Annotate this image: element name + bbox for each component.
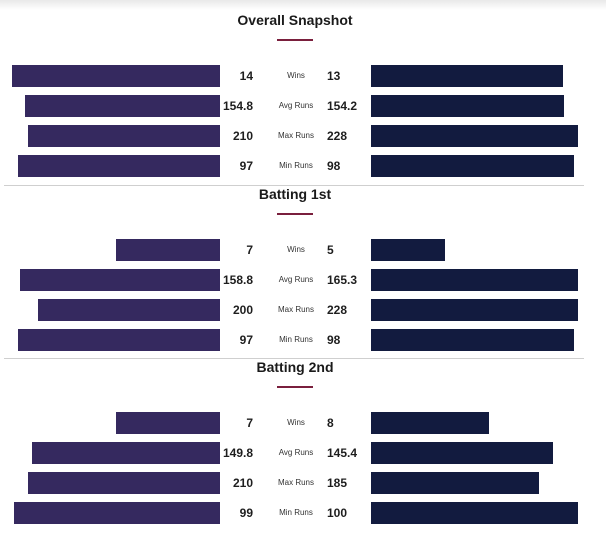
section-title: Overall Snapshot (237, 12, 353, 28)
value-left: 200 (232, 303, 253, 317)
bar-left (14, 502, 220, 524)
value-left: 210 (232, 129, 253, 143)
value-right: 5 (327, 243, 334, 257)
title-underline (277, 386, 313, 388)
bar-right (371, 472, 539, 494)
bar-right (371, 299, 578, 321)
bar-left (32, 442, 220, 464)
metric-row: 200 Max Runs 228 (0, 299, 606, 321)
value-right: 98 (327, 333, 341, 347)
metric-label: Max Runs (277, 305, 314, 314)
value-right: 100 (327, 506, 348, 520)
value-right: 165.3 (327, 273, 358, 287)
value-right: 228 (327, 303, 348, 317)
bar-right (371, 329, 574, 351)
value-left: 7 (246, 416, 253, 430)
value-left: 97 (239, 333, 253, 347)
metric-label: Min Runs (279, 335, 313, 344)
section-3: Batting 2nd 7 Wins 8 149.8 Avg Runs 145.4 210 Ma… (0, 347, 606, 524)
metric-row: 7 Wins 5 (0, 239, 606, 261)
section-2: Batting 1st 7 Wins 5 158.8 Avg Runs 165.3 200 Ma… (0, 174, 606, 351)
title-underline (277, 39, 313, 41)
value-left: 99 (239, 506, 253, 520)
bar-right (371, 95, 564, 117)
section-divider (4, 358, 584, 359)
metric-row: 97 Min Runs 98 (0, 155, 606, 177)
metric-label: Avg Runs (278, 101, 314, 110)
value-left: 7 (246, 243, 253, 257)
value-left: 154.8 (222, 99, 253, 113)
metric-row: 158.8 Avg Runs 165.3 (0, 269, 606, 291)
top-fade (0, 0, 606, 10)
section-title: Batting 1st (258, 186, 332, 202)
value-left: 149.8 (222, 446, 253, 460)
bar-right (371, 269, 578, 291)
bar-right (371, 155, 574, 177)
metric-row: 149.8 Avg Runs 145.4 (0, 442, 606, 464)
bar-left (116, 412, 220, 434)
bar-right (371, 125, 578, 147)
bar-left (12, 65, 220, 87)
value-right: 13 (327, 69, 341, 83)
bar-right (371, 239, 445, 261)
metric-label: Min Runs (279, 161, 313, 170)
title-underline (277, 213, 313, 215)
value-right: 98 (327, 159, 341, 173)
metric-label: Wins (287, 71, 305, 80)
bar-left (25, 95, 220, 117)
bar-left (38, 299, 220, 321)
section-title: Batting 2nd (256, 359, 334, 375)
bar-left (20, 269, 220, 291)
value-left: 14 (239, 69, 253, 83)
value-right: 145.4 (327, 446, 358, 460)
metric-row: 99 Min Runs 100 (0, 502, 606, 524)
value-right: 8 (327, 416, 334, 430)
metric-row: 7 Wins 8 (0, 412, 606, 434)
metric-label: Max Runs (277, 131, 314, 140)
metric-label: Min Runs (279, 508, 313, 517)
bar-left (28, 125, 220, 147)
value-right: 185 (327, 476, 348, 490)
metric-row: 14 Wins 13 (0, 65, 606, 87)
bar-right (371, 442, 553, 464)
metric-row: 154.8 Avg Runs 154.2 (0, 95, 606, 117)
bar-right (371, 65, 563, 87)
value-left: 158.8 (222, 273, 253, 287)
bar-left (28, 472, 220, 494)
metric-label: Max Runs (277, 478, 314, 487)
bar-left (116, 239, 220, 261)
metric-label: Wins (287, 245, 305, 254)
metric-row: 210 Max Runs 185 (0, 472, 606, 494)
value-right: 154.2 (327, 99, 358, 113)
metric-label: Wins (287, 418, 305, 427)
value-left: 97 (239, 159, 253, 173)
value-right: 228 (327, 129, 348, 143)
bar-right (371, 412, 489, 434)
value-left: 210 (232, 476, 253, 490)
metric-label: Avg Runs (278, 448, 314, 457)
section-1: Overall Snapshot 14 Wins 13 154.8 Avg Runs 154… (0, 0, 606, 177)
bar-left (18, 155, 220, 177)
section-divider (4, 185, 584, 186)
bar-left (18, 329, 220, 351)
bar-right (371, 502, 578, 524)
metric-row: 97 Min Runs 98 (0, 329, 606, 351)
metric-row: 210 Max Runs 228 (0, 125, 606, 147)
metric-label: Avg Runs (278, 275, 314, 284)
